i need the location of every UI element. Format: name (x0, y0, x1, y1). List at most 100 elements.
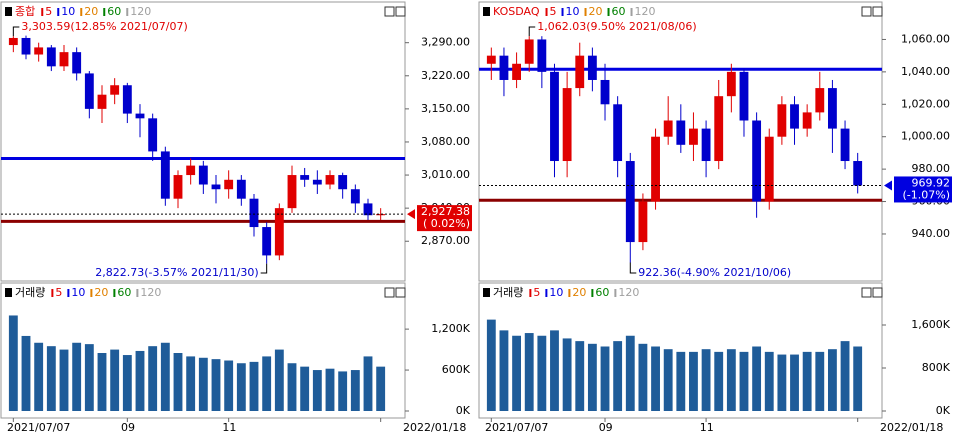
panel-button[interactable] (861, 287, 872, 298)
volume-bar (312, 370, 322, 411)
volume-bar (198, 357, 208, 411)
volume-bar (376, 366, 386, 411)
volume-bar (350, 370, 360, 411)
candle-body (21, 37, 31, 55)
y-tick-label: 3,010.00 (421, 168, 470, 181)
y-tick-label: 1,600K (911, 318, 950, 331)
y-tick-label: 0K (936, 404, 951, 417)
annotation-leader (528, 26, 536, 37)
volume-bar (186, 356, 196, 411)
y-tick-label: 940.00 (912, 227, 951, 240)
volume-bar (160, 342, 170, 411)
panel-frame (0, 282, 406, 419)
candle-body (613, 104, 623, 162)
y-tick-label: 800K (922, 361, 951, 374)
candle-body (790, 104, 799, 129)
legend-swatch (614, 289, 617, 297)
candle-body (325, 175, 335, 185)
legend-entry: 20 (94, 286, 108, 299)
candle-body (312, 179, 322, 185)
y-tick-label: 3,080.00 (421, 135, 470, 148)
volume-bar (499, 330, 509, 411)
legend-swatch (568, 289, 571, 297)
volume-bar (739, 351, 749, 411)
candle-body (651, 136, 660, 202)
legend-entry: 60 (612, 5, 626, 18)
panel-button[interactable] (872, 6, 883, 17)
legend-swatch (67, 289, 70, 297)
volume-bar (613, 341, 623, 411)
panel-title: KOSDAQ (493, 5, 540, 18)
legend-entry: 60 (117, 286, 131, 299)
y-tick-label: 600K (442, 363, 471, 376)
candle-body (853, 161, 863, 186)
volume-bar (274, 349, 284, 411)
volume-bar (562, 338, 572, 411)
volume-bar (777, 354, 787, 411)
candle-body (350, 189, 360, 204)
candle-body (363, 203, 373, 216)
candle-body (84, 73, 94, 109)
candle-body (840, 128, 850, 162)
volume-bar (676, 351, 686, 411)
volume-bar (524, 333, 534, 411)
candle-body (262, 227, 272, 256)
y-tick-label: 1,000.00 (901, 130, 950, 143)
candle-body (562, 88, 572, 162)
legend-entry: 5 (550, 5, 557, 18)
panel-icon (483, 7, 490, 16)
panel-button[interactable] (395, 287, 406, 298)
candle-body (274, 208, 284, 256)
legend-entry: 10 (61, 5, 75, 18)
panel-icon (5, 288, 12, 297)
legend-entry: 5 (55, 286, 62, 299)
panel-button[interactable] (872, 287, 883, 298)
candle-body (777, 104, 787, 137)
x-tick-label: 11 (222, 421, 236, 434)
panel-icon (5, 7, 12, 16)
candle-body (173, 175, 183, 199)
annotation: 922.36(-4.90% 2021/10/06) (638, 266, 791, 279)
last-price-box (894, 176, 952, 203)
x-tick-label: 11 (700, 421, 714, 434)
candle-body (46, 47, 56, 67)
candle-body (72, 52, 82, 74)
volume-bar (325, 368, 335, 411)
legend-swatch (545, 289, 548, 297)
candle-body (211, 184, 221, 190)
volume-bar (211, 359, 221, 411)
candle-body (676, 120, 686, 145)
candle-body (300, 175, 310, 180)
x-tick-label: 2021/07/07 (7, 421, 70, 434)
legend-swatch (113, 289, 116, 297)
legend-entry: 10 (566, 5, 580, 18)
legend-swatch (136, 289, 139, 297)
legend-swatch (90, 289, 93, 297)
candle-body (714, 96, 724, 162)
candle-body (224, 179, 234, 190)
volume-bar (701, 349, 711, 411)
panel-button[interactable] (861, 6, 872, 17)
candle-body (110, 85, 120, 95)
y-tick-label: 1,060.00 (901, 32, 950, 45)
volume-bar (122, 355, 132, 411)
volume-bar (486, 319, 496, 411)
legend-swatch (126, 8, 129, 16)
panel-title: 거래량 (15, 286, 45, 299)
volume-bar (550, 330, 559, 411)
panel-button[interactable] (395, 6, 406, 17)
legend-swatch (80, 8, 83, 16)
volume-bar (34, 342, 44, 411)
panel-button[interactable] (384, 6, 395, 17)
candle-body (802, 112, 812, 129)
candle-body (338, 175, 348, 190)
last-price-label: 2,927.38 (421, 205, 470, 218)
legend-entry: 120 (140, 286, 161, 299)
last-change-label: (-1.07%) (903, 188, 951, 201)
legend-entry: 120 (618, 286, 639, 299)
panel-button[interactable] (384, 287, 395, 298)
volume-bar (663, 349, 673, 411)
volume-bar (587, 343, 597, 411)
annotation: 3,303.59(12.85% 2021/07/07) (21, 20, 187, 33)
legend-entry: 60 (595, 286, 609, 299)
